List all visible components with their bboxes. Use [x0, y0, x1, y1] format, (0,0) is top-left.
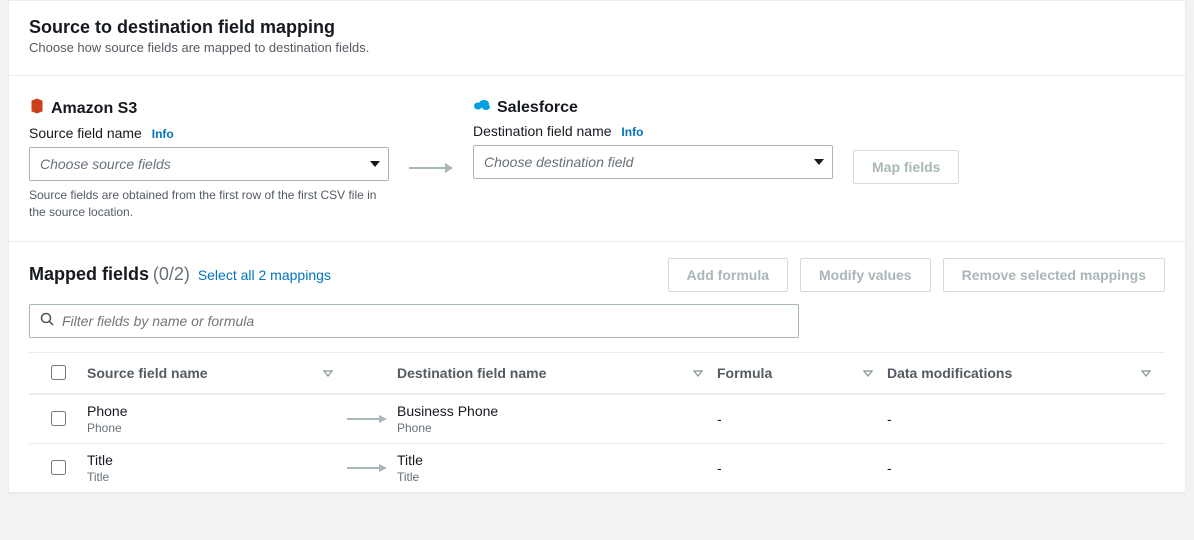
- caret-down-icon: [814, 154, 824, 170]
- table-header-row: Source field name Destination field name…: [29, 352, 1165, 394]
- table-row: Title Title Title Title - -: [29, 443, 1165, 492]
- search-icon: [40, 312, 54, 329]
- destination-connector-title: Salesforce: [473, 98, 833, 117]
- sort-icon: [1141, 365, 1151, 381]
- select-all-checkbox[interactable]: [51, 365, 66, 380]
- source-field-name: Title: [87, 452, 337, 468]
- header-section: Source to destination field mapping Choo…: [9, 1, 1185, 75]
- s3-icon: [29, 98, 45, 119]
- destination-field-label: Destination field name Info: [473, 123, 833, 139]
- source-field-name: Phone: [87, 403, 337, 419]
- source-field-label: Source field name Info: [29, 125, 389, 141]
- destination-field-sub: Title: [397, 470, 707, 484]
- sort-icon: [863, 365, 873, 381]
- add-formula-button[interactable]: Add formula: [668, 258, 788, 292]
- source-connector-title: Amazon S3: [29, 98, 389, 119]
- modify-values-button[interactable]: Modify values: [800, 258, 931, 292]
- map-button-column: Map fields: [853, 150, 959, 184]
- mapped-fields-section: Mapped fields (0/2) Select all 2 mapping…: [9, 241, 1185, 492]
- map-fields-button[interactable]: Map fields: [853, 150, 959, 184]
- destination-field-name: Title: [397, 452, 707, 468]
- col-formula[interactable]: Formula: [717, 365, 887, 381]
- arrow-right-icon: [347, 414, 387, 424]
- source-info-link[interactable]: Info: [152, 127, 174, 141]
- remove-mappings-button[interactable]: Remove selected mappings: [943, 258, 1165, 292]
- arrow-right-icon: [347, 463, 387, 473]
- source-column: Amazon S3 Source field name Info Choose …: [29, 98, 389, 221]
- source-select-placeholder: Choose source fields: [40, 156, 171, 172]
- destination-field-sub: Phone: [397, 421, 707, 435]
- destination-select-placeholder: Choose destination field: [484, 154, 633, 170]
- formula-cell: -: [717, 460, 887, 476]
- destination-field-name: Business Phone: [397, 403, 707, 419]
- col-modifications[interactable]: Data modifications: [887, 365, 1165, 381]
- row-checkbox[interactable]: [51, 411, 66, 426]
- mapped-fields-title-wrapper: Mapped fields (0/2) Select all 2 mapping…: [29, 264, 331, 285]
- source-field-select[interactable]: Choose source fields: [29, 147, 389, 181]
- mapping-selector-section: Amazon S3 Source field name Info Choose …: [9, 75, 1185, 241]
- source-connector-name: Amazon S3: [51, 100, 137, 118]
- page-title: Source to destination field mapping: [29, 17, 1165, 38]
- mappings-table: Source field name Destination field name…: [29, 352, 1165, 492]
- row-checkbox[interactable]: [51, 460, 66, 475]
- row-arrow: [347, 414, 397, 424]
- destination-field-select[interactable]: Choose destination field: [473, 145, 833, 179]
- destination-connector-name: Salesforce: [497, 99, 578, 117]
- modifications-cell: -: [887, 460, 1165, 476]
- destination-info-link[interactable]: Info: [621, 125, 643, 139]
- col-destination[interactable]: Destination field name: [397, 365, 717, 381]
- source-field-sub: Phone: [87, 421, 337, 435]
- mapped-fields-title: Mapped fields: [29, 264, 149, 284]
- filter-fields-input[interactable]: [54, 313, 788, 329]
- mapped-actions: Add formula Modify values Remove selecte…: [668, 258, 1165, 292]
- filter-fields-input-wrapper[interactable]: [29, 304, 799, 338]
- source-helper-text: Source fields are obtained from the firs…: [29, 187, 389, 221]
- source-field-sub: Title: [87, 470, 337, 484]
- modifications-cell: -: [887, 411, 1165, 427]
- table-row: Phone Phone Business Phone Phone - -: [29, 394, 1165, 443]
- sort-icon: [323, 365, 333, 381]
- mapped-fields-count: (0/2): [153, 264, 190, 284]
- arrow-right-icon: [409, 161, 453, 175]
- select-all-mappings-link[interactable]: Select all 2 mappings: [198, 267, 331, 283]
- page-subtitle: Choose how source fields are mapped to d…: [29, 40, 1165, 55]
- sort-icon: [693, 365, 703, 381]
- salesforce-icon: [473, 98, 491, 117]
- col-source[interactable]: Source field name: [87, 365, 347, 381]
- mapping-arrow: [409, 150, 453, 186]
- formula-cell: -: [717, 411, 887, 427]
- destination-column: Salesforce Destination field name Info C…: [473, 98, 833, 179]
- caret-down-icon: [370, 156, 380, 172]
- row-arrow: [347, 463, 397, 473]
